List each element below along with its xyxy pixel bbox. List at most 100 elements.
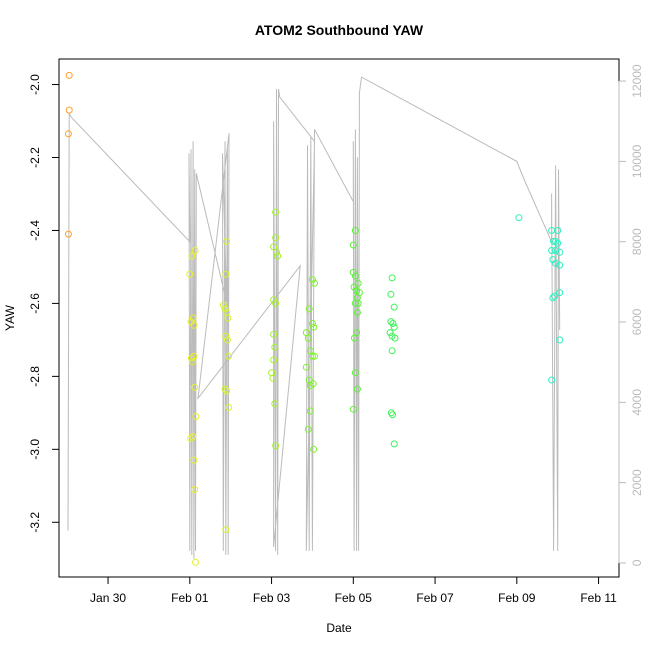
scatter-point (187, 434, 195, 442)
right-axis-series-line (67, 76, 561, 559)
line-series-layer (67, 76, 561, 559)
scatter-point (189, 433, 197, 441)
scatter-point (306, 407, 314, 415)
scatter-point (548, 376, 556, 384)
scatter-point (353, 309, 361, 316)
scatter-point (310, 323, 318, 331)
scatter-point (387, 318, 395, 326)
x-tick-label: Feb 09 (498, 591, 536, 605)
scatter-point (556, 261, 564, 269)
scatter-point (274, 252, 282, 260)
scatter-point (354, 279, 362, 287)
scatter-point (351, 334, 358, 342)
scatter-point (222, 332, 230, 340)
scatter-point (550, 292, 558, 300)
scatter-point (223, 336, 231, 344)
scatter-point (224, 314, 232, 322)
scatter-point (221, 305, 229, 313)
y-tick-label: -2.2 (28, 147, 42, 168)
scatter-point (548, 247, 556, 254)
scatter-point (304, 425, 312, 433)
scatter-point (351, 369, 359, 377)
scatter-point (65, 106, 73, 114)
scatter-point (556, 289, 564, 296)
scatter-point (189, 314, 197, 322)
x-tick-label: Feb 11 (580, 591, 617, 605)
scatter-point (310, 445, 318, 453)
scatter-point (270, 243, 278, 251)
scatter-point (188, 252, 196, 260)
scatter-point (309, 380, 317, 388)
scatter-point (390, 440, 398, 448)
scatter-point (273, 248, 280, 256)
scatter-point (351, 299, 359, 307)
scatter-point (269, 374, 277, 382)
scatter-point (554, 239, 562, 247)
scatter-point (552, 237, 560, 245)
y-tick-label: -3.2 (28, 512, 42, 533)
scatter-point (351, 227, 359, 234)
scatter-point (65, 71, 73, 79)
scatter-point (190, 321, 198, 329)
scatter-point (191, 383, 199, 391)
y-axis: -3.2 -3.0 -2.8 -2.6 -2.4 -2.2 -2.0 (28, 74, 60, 533)
scatter-point (308, 320, 316, 327)
scatter-point (556, 336, 564, 344)
scatter-point (552, 259, 560, 267)
scatter-point (388, 347, 396, 355)
scatter-point (515, 214, 523, 222)
y2-axis: 0 2000 4000 6000 8000 10000 12000 (618, 64, 644, 566)
scatter-point (225, 403, 233, 411)
y-tick-label: -2.6 (28, 293, 42, 314)
scatter-point (64, 230, 72, 238)
scatter-point (390, 303, 398, 311)
scatter-point (349, 405, 357, 413)
scatter-point (271, 343, 279, 351)
scatter-point (554, 227, 562, 234)
chart-title: ATOM2 Southbound YAW (255, 22, 424, 38)
y-tick-label: -3.0 (28, 439, 42, 460)
scatter-point (302, 363, 310, 371)
scatter-point (354, 299, 362, 307)
scatter-point (270, 356, 278, 364)
y2-tick-label: 6000 (630, 308, 644, 335)
scatter-point (308, 276, 316, 284)
scatter-point (389, 411, 396, 419)
scatter-point (386, 329, 394, 337)
y2-tick-label: 4000 (630, 389, 644, 416)
x-tick-label: Feb 01 (171, 591, 209, 605)
y-tick-label: -2.4 (28, 220, 42, 241)
y2-tick-label: 8000 (630, 228, 644, 255)
y-axis-label: YAW (3, 304, 17, 331)
scatter-point (270, 330, 278, 338)
scatter-point (305, 305, 313, 313)
scatter-point (191, 486, 199, 493)
x-tick-label: Feb 07 (416, 591, 454, 605)
scatter-point (387, 409, 395, 417)
scatter-point (191, 247, 199, 254)
scatter-point (349, 268, 357, 276)
scatter-point (387, 290, 395, 298)
scatter-point (192, 558, 199, 566)
scatter-point (550, 237, 558, 245)
scatter-point (272, 208, 280, 216)
scatter-point (219, 301, 227, 309)
scatter-point (311, 279, 318, 287)
x-tick-label: Feb 03 (253, 591, 291, 605)
y2-tick-label: 0 (630, 559, 644, 566)
x-axis: Jan 30 Feb 01 Feb 03 Feb 05 Feb 07 Feb 09 Feb … (90, 576, 617, 605)
scatter-point (190, 352, 198, 360)
scatter-point (556, 248, 564, 256)
scatter-point (389, 320, 397, 327)
scatter-point (221, 385, 229, 393)
x-tick-label: Jan 30 (90, 591, 126, 605)
scatter-point (308, 352, 316, 360)
scatter-point (272, 442, 280, 450)
x-tick-label: Feb 05 (335, 591, 373, 605)
scatter-points-layer (64, 71, 564, 566)
scatter-point (390, 323, 398, 331)
y2-tick-label: 2000 (630, 469, 644, 496)
scatter-point (225, 352, 233, 360)
